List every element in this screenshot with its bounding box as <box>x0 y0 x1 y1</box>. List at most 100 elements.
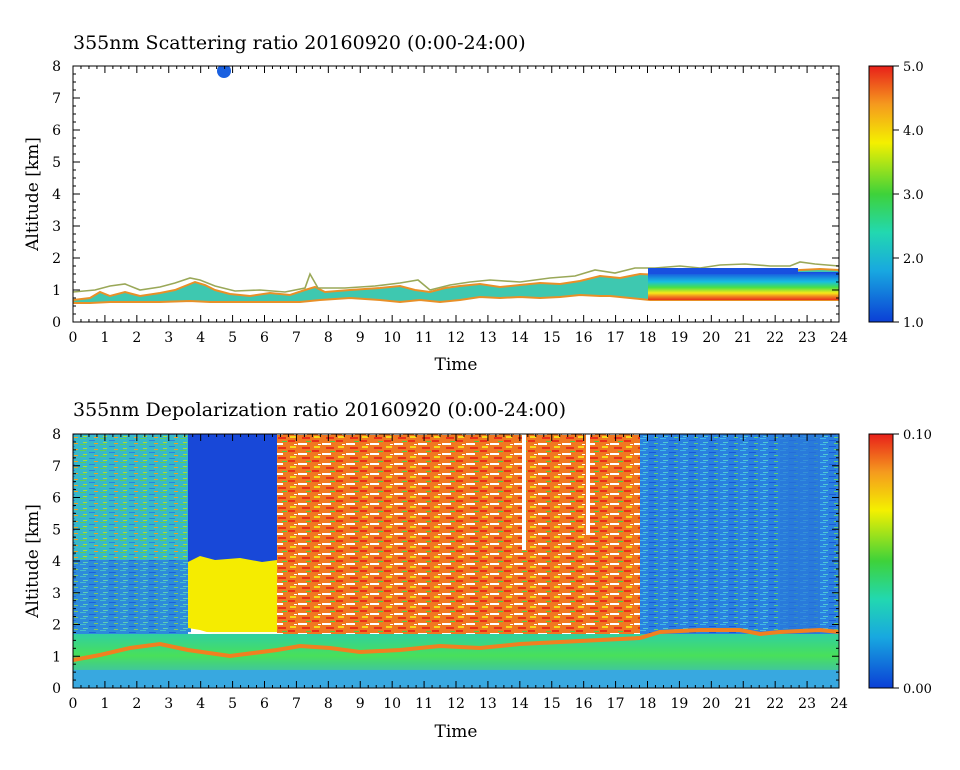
bottom-low-depol-block <box>188 434 277 562</box>
top-y-tick-label: 2 <box>52 251 61 267</box>
bottom-y-tick-label: 6 <box>52 491 61 507</box>
bottom-x-tick-label: 14 <box>511 696 529 712</box>
bottom-bl-orange-line <box>73 627 839 662</box>
bottom-colorbar-label: 0.00 <box>903 682 932 697</box>
top-aerosol-top <box>648 268 798 274</box>
bottom-x-ticks: 0 1 2 3 4 5 6 7 8 9 10 11 12 13 14 15 16 17 18 19 20 21 22 23 24 <box>69 434 848 712</box>
bottom-x-tick-label: 6 <box>260 696 269 712</box>
bottom-y-axis-label: Altitude [km] <box>23 504 43 619</box>
bottom-y-tick-label: 7 <box>52 459 61 475</box>
bottom-noisy-region <box>277 434 640 640</box>
bottom-x-tick-label: 11 <box>415 696 433 712</box>
top-x-tick-label: 6 <box>260 330 269 346</box>
top-colorbar-label: 3.0 <box>903 188 924 203</box>
top-y-tick-label: 1 <box>52 283 61 299</box>
top-colorbar-label: 2.0 <box>903 252 924 267</box>
bottom-x-tick-label: 10 <box>383 696 401 712</box>
top-colorbar-label: 5.0 <box>903 60 924 75</box>
bottom-x-tick-label: 9 <box>356 696 365 712</box>
top-y-ticks: 0 1 2 3 4 5 6 7 8 <box>52 59 839 331</box>
bottom-data-gap-1 <box>522 434 526 550</box>
bottom-x-tick-label: 4 <box>196 696 205 712</box>
top-y-tick-label: 3 <box>52 219 61 235</box>
top-x-tick-label: 13 <box>479 330 497 346</box>
top-y-tick-label: 8 <box>52 59 61 75</box>
top-aerosol-layer <box>648 272 839 300</box>
top-x-tick-label: 16 <box>575 330 593 346</box>
bottom-y-tick-label: 4 <box>52 554 61 570</box>
top-x-tick-label: 8 <box>324 330 333 346</box>
top-x-tick-label: 18 <box>639 330 657 346</box>
top-x-tick-label: 17 <box>607 330 625 346</box>
bottom-x-tick-label: 19 <box>671 696 689 712</box>
bottom-y-tick-label: 0 <box>52 681 61 697</box>
top-x-tick-label: 15 <box>543 330 561 346</box>
bottom-x-axis-label: Time <box>435 722 478 742</box>
bottom-x-tick-label: 1 <box>100 696 109 712</box>
top-colorbar-label: 1.0 <box>903 316 924 331</box>
bottom-x-tick-label: 12 <box>447 696 465 712</box>
top-y-tick-label: 4 <box>52 187 61 203</box>
top-x-tick-label: 5 <box>228 330 237 346</box>
top-chart-title: 355nm Scattering ratio 20160920 (0:00-24… <box>73 32 526 54</box>
top-y-tick-label: 6 <box>52 123 61 139</box>
top-x-tick-label: 0 <box>69 330 78 346</box>
bottom-x-tick-label: 20 <box>702 696 720 712</box>
top-x-ticks: 0 1 2 3 4 5 6 7 8 9 10 11 12 13 14 15 16 17 18 19 20 21 22 23 24 <box>69 66 848 346</box>
top-x-tick-label: 7 <box>292 330 301 346</box>
top-x-tick-label: 24 <box>830 330 848 346</box>
bottom-data-gap-2 <box>586 434 590 534</box>
top-x-tick-label: 12 <box>447 330 465 346</box>
bottom-colorbar-ticks: 0.10 0.00 <box>893 428 932 697</box>
top-x-tick-label: 14 <box>511 330 529 346</box>
top-y-tick-label: 7 <box>52 91 61 107</box>
top-x-tick-label: 21 <box>734 330 752 346</box>
bottom-y-tick-label: 3 <box>52 586 61 602</box>
bottom-x-tick-label: 17 <box>607 696 625 712</box>
bottom-x-tick-label: 2 <box>132 696 141 712</box>
bottom-y-tick-label: 1 <box>52 649 61 665</box>
bottom-x-tick-label: 7 <box>292 696 301 712</box>
bottom-x-tick-label: 18 <box>639 696 657 712</box>
bottom-plot-content <box>73 434 839 688</box>
top-x-tick-label: 23 <box>798 330 816 346</box>
bottom-clear-right-2 <box>780 434 820 634</box>
bottom-y-tick-label: 5 <box>52 522 61 538</box>
bottom-chart-title: 355nm Depolarization ratio 20160920 (0:0… <box>73 399 566 421</box>
panel-scattering-ratio: 355nm Scattering ratio 20160920 (0:00-24… <box>23 32 924 375</box>
bottom-x-tick-label: 21 <box>734 696 752 712</box>
bottom-high-depol-block <box>188 556 277 642</box>
bottom-x-tick-label: 15 <box>543 696 561 712</box>
bottom-y-tick-label: 2 <box>52 618 61 634</box>
bottom-x-tick-label: 8 <box>324 696 333 712</box>
top-colorbar <box>868 65 894 323</box>
top-x-tick-label: 9 <box>356 330 365 346</box>
top-cloud-patch <box>217 66 231 78</box>
panel-depolarization-ratio: 355nm Depolarization ratio 20160920 (0:0… <box>23 399 932 742</box>
top-x-tick-label: 20 <box>702 330 720 346</box>
top-x-tick-label: 10 <box>383 330 401 346</box>
top-x-tick-label: 11 <box>415 330 433 346</box>
top-y-tick-label: 0 <box>52 315 61 331</box>
bottom-x-tick-label: 23 <box>798 696 816 712</box>
bottom-x-tick-label: 24 <box>830 696 848 712</box>
top-x-tick-label: 22 <box>766 330 784 346</box>
bottom-bg-mid-left <box>73 560 191 640</box>
bottom-x-tick-label: 0 <box>69 696 78 712</box>
bottom-x-tick-label: 5 <box>228 696 237 712</box>
top-x-tick-label: 4 <box>196 330 205 346</box>
top-colorbar-ticks: 5.0 4.0 3.0 2.0 1.0 <box>893 60 924 331</box>
top-y-axis-label: Altitude [km] <box>23 137 43 252</box>
bottom-x-tick-label: 16 <box>575 696 593 712</box>
bottom-y-tick-label: 8 <box>52 427 61 443</box>
top-x-tick-label: 19 <box>671 330 689 346</box>
top-colorbar-label: 4.0 <box>903 124 924 139</box>
top-x-tick-label: 3 <box>164 330 173 346</box>
bottom-y-ticks: 0 1 2 3 4 5 6 7 8 <box>52 427 839 697</box>
bottom-x-tick-label: 22 <box>766 696 784 712</box>
bottom-colorbar <box>868 433 894 689</box>
bottom-x-tick-label: 3 <box>164 696 173 712</box>
top-x-tick-label: 1 <box>100 330 109 346</box>
top-y-tick-label: 5 <box>52 155 61 171</box>
